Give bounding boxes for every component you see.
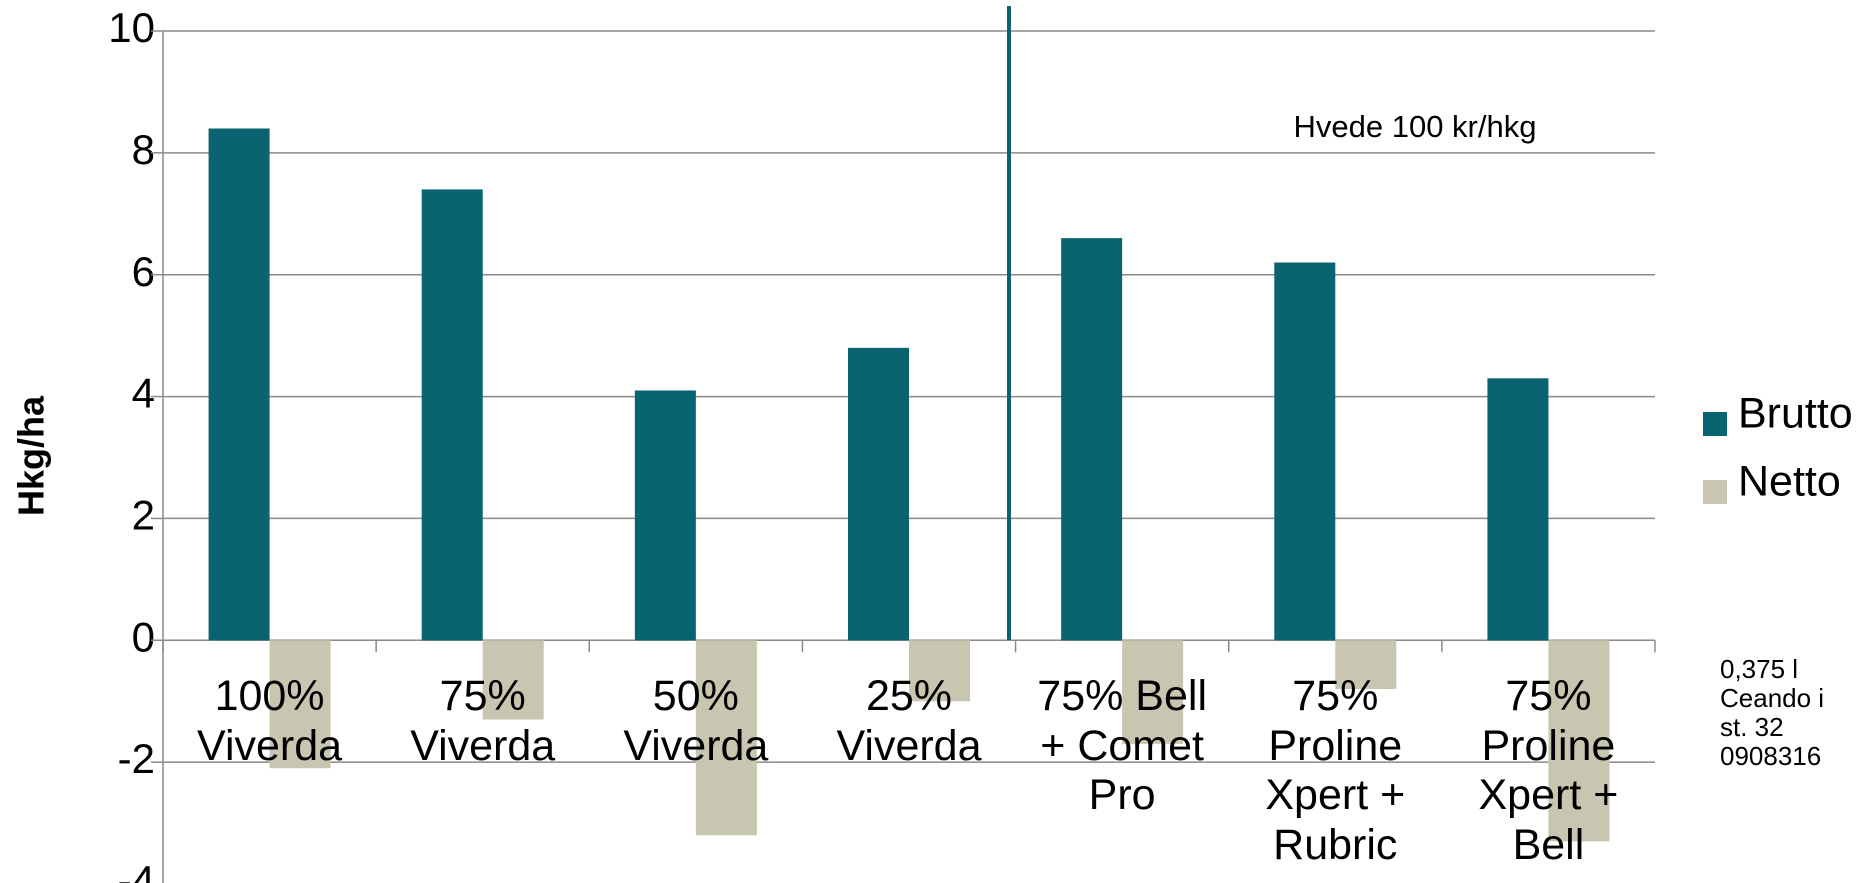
bar [482, 640, 544, 720]
x-tick-label: 75% Proline Xpert + Bell [1478, 672, 1619, 869]
y-tick-label: 6 [132, 248, 155, 295]
x-tick-label: 75% Viverda [410, 672, 556, 770]
legend-label: Brutto [1738, 389, 1853, 437]
y-tick-label: 0 [132, 613, 155, 660]
y-tick-label: 2 [132, 492, 155, 539]
bar [421, 189, 483, 641]
bar [909, 640, 970, 702]
x-tick-label: 75% Proline Xpert + Rubric [1265, 672, 1406, 869]
bar [1335, 640, 1397, 690]
bar [269, 640, 331, 769]
y-tick-label: -4 [118, 857, 155, 883]
bar [208, 128, 270, 641]
annotation: Hvede 100 kr/hkg [1294, 109, 1537, 144]
bar [634, 390, 696, 641]
bar [1548, 640, 1610, 842]
bar [1487, 378, 1549, 641]
legend-label: Netto [1738, 457, 1841, 505]
y-tick-label: 10 [108, 4, 155, 51]
legend-swatch [1703, 412, 1727, 436]
x-tick-label: 25% Viverda [836, 672, 982, 770]
x-tick-label: 75% Bell + Comet Pro [1037, 672, 1207, 820]
bar [1122, 640, 1184, 744]
x-tick-label: 100% Viverda [197, 672, 343, 770]
bar [1274, 262, 1336, 641]
y-tick-label: 4 [132, 370, 155, 417]
bar [1061, 238, 1123, 641]
side-note: 0,375 l Ceando i st. 32 0908316 [1720, 654, 1825, 772]
y-tick-label: 8 [132, 126, 155, 173]
x-tick-label: 50% Viverda [623, 672, 769, 770]
y-tick-label: -2 [118, 735, 155, 782]
y-axis-title: Hkg/ha [11, 395, 52, 516]
legend-swatch [1703, 480, 1727, 504]
bar [848, 347, 909, 641]
bar [695, 640, 757, 836]
